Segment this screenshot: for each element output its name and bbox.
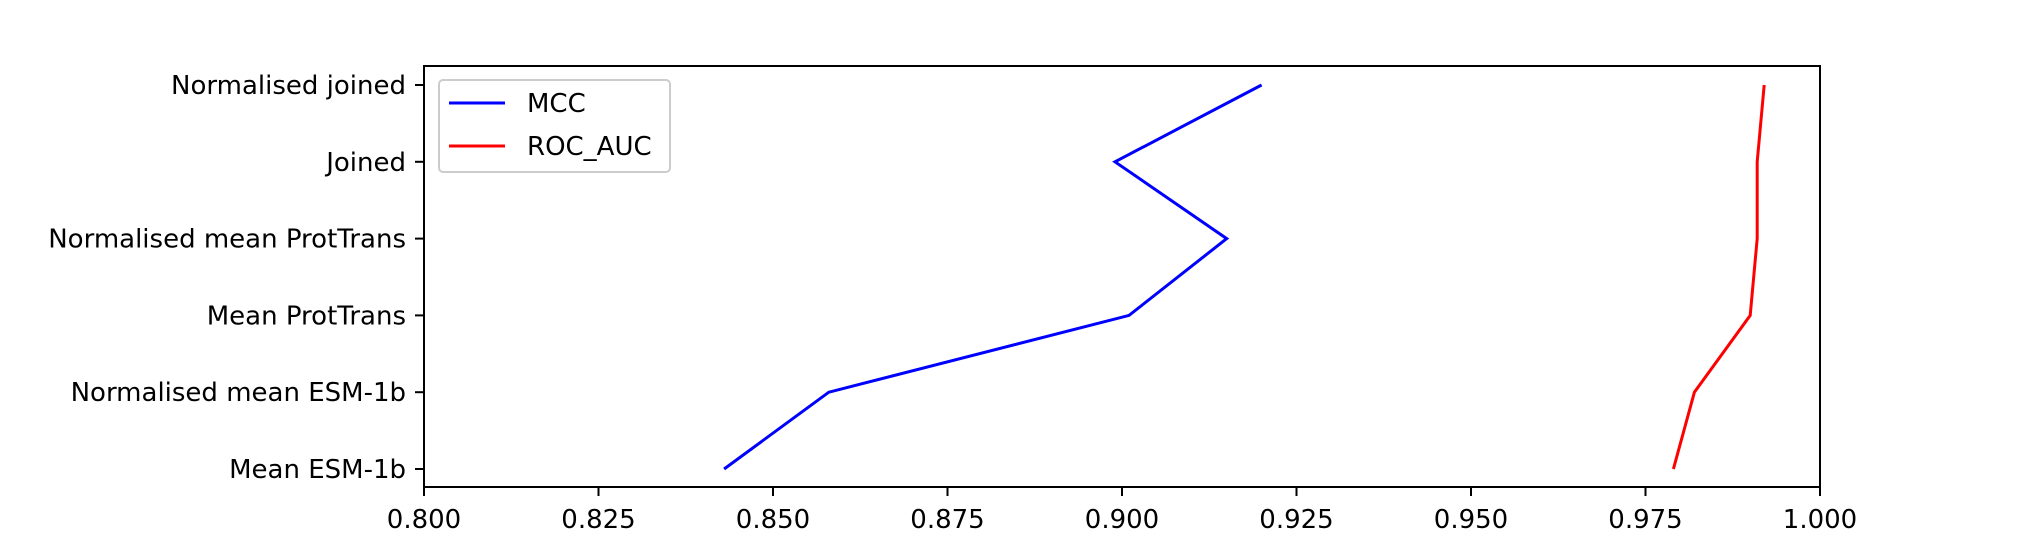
y-tick-label: Joined xyxy=(324,148,406,178)
x-tick-label: 0.975 xyxy=(1608,505,1682,535)
x-tick-label: 0.925 xyxy=(1259,505,1333,535)
x-tick-label: 0.875 xyxy=(910,505,984,535)
y-tick-label: Normalised mean ESM-1b xyxy=(71,378,406,408)
x-tick-label: 0.800 xyxy=(387,505,461,535)
series-layer xyxy=(723,83,1766,471)
legend-label-roc-auc: ROC_AUC xyxy=(527,132,652,162)
y-tick-label: Normalised mean ProtTrans xyxy=(48,225,406,255)
series-line-mcc xyxy=(723,83,1263,471)
x-tick-label: 0.900 xyxy=(1085,505,1159,535)
legend: MCC ROC_AUC xyxy=(438,79,671,173)
x-tick-label: 0.825 xyxy=(561,505,635,535)
series-line-roc-auc xyxy=(1671,84,1766,470)
x-tick-label: 1.000 xyxy=(1783,505,1857,535)
y-tick-label: Mean ESM-1b xyxy=(229,455,406,485)
y-tick-label: Mean ProtTrans xyxy=(207,301,406,331)
legend-label-mcc: MCC xyxy=(527,89,586,119)
y-axis: Mean ESM-1b Normalised mean ESM-1b Mean Pr… xyxy=(48,71,424,485)
x-tick-label: 0.850 xyxy=(736,505,810,535)
x-axis: 0.800 0.825 0.850 0.875 0.900 0.925 0.950 0.975… xyxy=(387,487,1857,535)
y-tick-label: Normalised joined xyxy=(171,71,406,101)
x-tick-label: 0.950 xyxy=(1434,505,1508,535)
